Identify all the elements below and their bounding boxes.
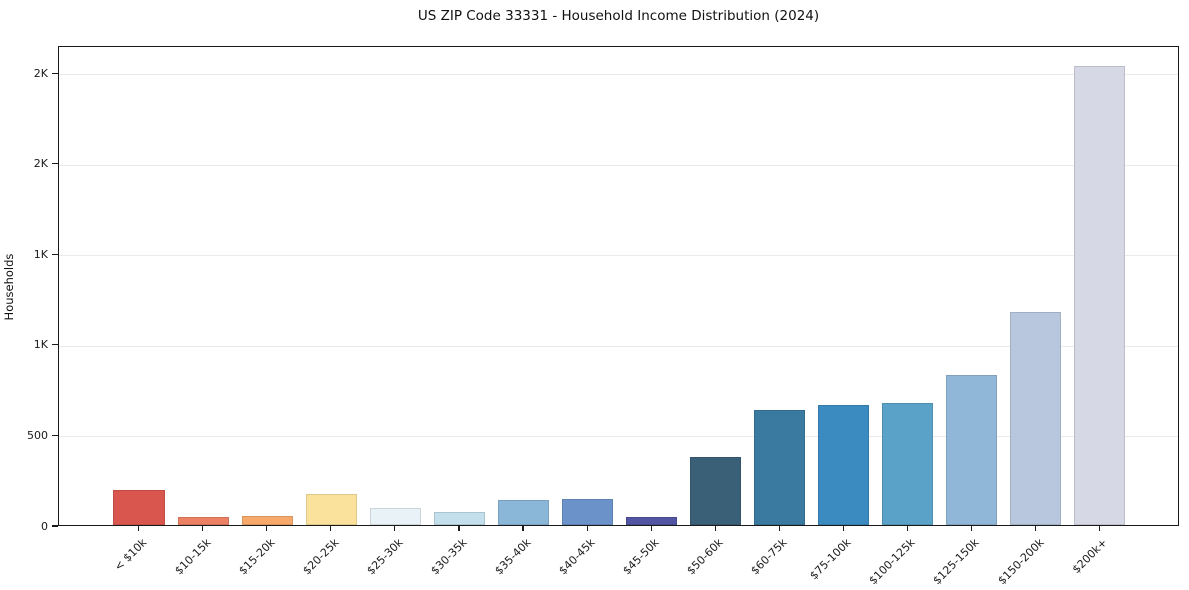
bar-$125-150k bbox=[946, 375, 998, 525]
plot-area bbox=[58, 46, 1179, 526]
bar-$25-30k bbox=[369, 507, 421, 525]
xtick-label-$10-15k: $10-15k bbox=[172, 536, 214, 578]
bar-$75-100k bbox=[818, 405, 870, 525]
ytick-label-2K: 2K bbox=[33, 66, 48, 80]
xtick-label-$100-125k: $100-125k bbox=[866, 536, 918, 588]
xtick-label-$150-200k: $150-200k bbox=[994, 536, 1047, 588]
gridline-1000 bbox=[59, 345, 1178, 347]
ytick-label-2K: 2K bbox=[33, 157, 48, 171]
ytick-label-1K: 1K bbox=[33, 338, 48, 352]
bar-$60-75k bbox=[754, 410, 806, 525]
bar-$150-200k bbox=[1010, 311, 1062, 525]
xtick-mark bbox=[1034, 526, 1037, 531]
bar-$40-45k bbox=[561, 498, 613, 525]
xtick-label-$50-60k: $50-60k bbox=[684, 536, 726, 578]
ytick-label-500: 500 bbox=[27, 428, 48, 442]
xtick-label-$15-20k: $15-20k bbox=[236, 536, 278, 578]
xtick-mark bbox=[458, 526, 460, 531]
bar-$45-50k bbox=[625, 517, 678, 525]
bar-$50-60k bbox=[690, 457, 742, 525]
bar-$100-125k bbox=[882, 403, 934, 525]
xtick-label-$60-75k: $60-75k bbox=[748, 536, 790, 578]
ytick-mark bbox=[52, 525, 58, 527]
xtick-label-$35-40k: $35-40k bbox=[492, 536, 534, 578]
gridline-2000 bbox=[59, 164, 1178, 166]
ytick-mark bbox=[52, 344, 58, 346]
xtick-label-$20-25k: $20-25k bbox=[300, 536, 342, 578]
bar-< $10k bbox=[113, 490, 165, 525]
xtick-label-$25-30k: $25-30k bbox=[364, 536, 406, 578]
ytick-mark bbox=[52, 72, 58, 74]
xtick-mark bbox=[394, 526, 396, 531]
xtick-mark bbox=[202, 526, 204, 531]
xtick-mark bbox=[522, 526, 524, 531]
gridline-500 bbox=[59, 436, 1178, 438]
xtick-mark bbox=[586, 526, 588, 531]
bar-$200k+ bbox=[1074, 66, 1126, 525]
bar-$20-25k bbox=[305, 494, 357, 525]
xtick-mark bbox=[970, 526, 972, 531]
xtick-mark bbox=[330, 526, 332, 531]
xtick-label-$45-50k: $45-50k bbox=[620, 536, 662, 578]
ytick-mark bbox=[52, 163, 58, 165]
xtick-mark bbox=[778, 526, 780, 531]
xtick-mark bbox=[650, 526, 652, 531]
xtick-label-$30-35k: $30-35k bbox=[428, 536, 470, 578]
ytick-label-0: 0 bbox=[41, 519, 48, 533]
bar-$15-20k bbox=[241, 515, 293, 525]
xtick-mark bbox=[138, 526, 140, 531]
bar-$35-40k bbox=[497, 500, 549, 525]
xtick-label-$40-45k: $40-45k bbox=[556, 536, 598, 578]
xtick-label-< $10k: < $10k bbox=[111, 536, 150, 574]
ytick-mark bbox=[52, 434, 58, 436]
xtick-label-$200k+: $200k+ bbox=[1070, 536, 1111, 577]
xtick-label-$125-150k: $125-150k bbox=[930, 536, 983, 588]
xtick-label-$75-100k: $75-100k bbox=[807, 536, 854, 583]
xtick-mark bbox=[266, 526, 268, 531]
ytick-mark bbox=[52, 253, 58, 255]
bar-$10-15k bbox=[177, 516, 229, 525]
gridline-1500 bbox=[59, 255, 1178, 257]
xtick-mark bbox=[906, 526, 908, 531]
xtick-mark bbox=[714, 526, 716, 531]
xtick-mark bbox=[1098, 526, 1101, 531]
xtick-mark bbox=[842, 526, 844, 531]
ytick-label-1K: 1K bbox=[33, 247, 48, 261]
bar-$30-35k bbox=[433, 511, 485, 525]
chart-title: US ZIP Code 33331 - Household Income Dis… bbox=[417, 8, 820, 24]
gridline-2500 bbox=[59, 74, 1178, 76]
